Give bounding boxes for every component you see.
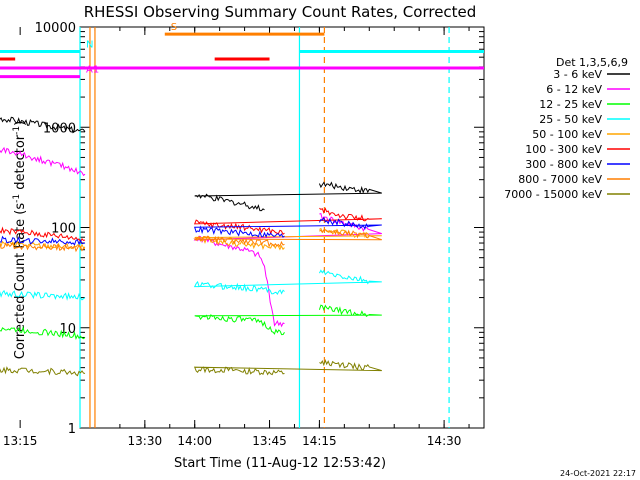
series-line [0, 289, 86, 301]
series-line [0, 116, 86, 134]
plot-area: 13:0013:1513:3013:4514:0014:1514:3011010… [0, 21, 485, 448]
flag-label: N [86, 39, 93, 50]
x-tick-label: 13:45 [252, 434, 287, 448]
plot-frame [79, 26, 485, 429]
flag-label: S [171, 22, 177, 33]
legend-label: 3 - 6 keV [553, 68, 602, 81]
x-tick-label: 14:00 [177, 434, 212, 448]
series-line [193, 269, 382, 296]
legend-label: 300 - 800 keV [525, 158, 602, 171]
y-axis-label-sup1: -1 [12, 194, 22, 203]
y-tick-label: 100 [51, 222, 76, 237]
footer-date: 24-Oct-2021 22:17 [560, 469, 636, 478]
series-line [0, 235, 86, 246]
legend-label: 12 - 25 keV [539, 98, 602, 111]
y-axis-label-main: Corrected Count Rate (s [13, 203, 28, 360]
y-axis-label-sup2: -1 [12, 126, 22, 135]
series-line [194, 181, 382, 212]
legend-label: 800 - 7000 keV [518, 173, 602, 186]
series-line [194, 304, 382, 336]
x-tick-label: 13:15 [3, 434, 38, 448]
x-tick-label: 14:15 [302, 434, 337, 448]
x-tick-label: 14:30 [427, 434, 462, 448]
y-tick-label: 10000 [35, 21, 76, 36]
legend-label: 6 - 12 keV [546, 83, 602, 96]
series-line [193, 228, 382, 248]
series-line [194, 216, 382, 239]
series-line [0, 325, 86, 340]
series-line [193, 359, 382, 376]
series-line [0, 146, 86, 177]
series-line [0, 366, 86, 377]
series-line [0, 226, 86, 244]
legend-title: Det 1,3,5,6,9 [556, 56, 628, 69]
x-tick-label: 13:30 [128, 434, 163, 448]
legend-label: 25 - 50 keV [539, 113, 602, 126]
legend: 3 - 6 keV 6 - 12 keV 12 - 25 keV 25 - 50 ke… [504, 68, 630, 201]
series-line [194, 227, 382, 251]
y-tick-label: 1 [68, 422, 76, 437]
flag-label: A1 [86, 65, 99, 76]
legend-label: 100 - 300 keV [525, 143, 602, 156]
legend-label: 50 - 100 keV [532, 128, 602, 141]
legend-label: 7000 - 15000 keV [504, 188, 602, 201]
chart-title: RHESSI Observing Summary Count Rates, Co… [84, 3, 477, 21]
y-axis-label-mid: detector [13, 134, 28, 194]
series-line [193, 212, 382, 328]
series-line [0, 242, 85, 253]
y-tick-label: 1000 [43, 121, 76, 136]
x-axis-label: Start Time (11-Aug-12 12:53:42) [174, 456, 386, 471]
